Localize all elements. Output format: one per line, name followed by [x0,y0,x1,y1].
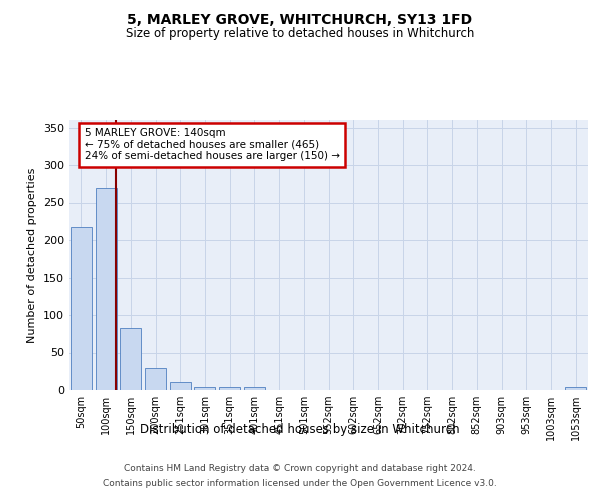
Text: Contains HM Land Registry data © Crown copyright and database right 2024.: Contains HM Land Registry data © Crown c… [124,464,476,473]
Text: 5 MARLEY GROVE: 140sqm
← 75% of detached houses are smaller (465)
24% of semi-de: 5 MARLEY GROVE: 140sqm ← 75% of detached… [85,128,340,162]
Bar [170,382,191,390]
Bar [219,387,240,390]
Bar [145,368,166,390]
Bar [71,226,92,390]
Bar [95,188,116,390]
Bar [565,387,586,390]
Bar [244,387,265,390]
Text: Size of property relative to detached houses in Whitchurch: Size of property relative to detached ho… [126,28,474,40]
Text: 5, MARLEY GROVE, WHITCHURCH, SY13 1FD: 5, MARLEY GROVE, WHITCHURCH, SY13 1FD [127,12,473,26]
Text: Distribution of detached houses by size in Whitchurch: Distribution of detached houses by size … [140,422,460,436]
Y-axis label: Number of detached properties: Number of detached properties [28,168,37,342]
Bar [120,328,141,390]
Text: Contains public sector information licensed under the Open Government Licence v3: Contains public sector information licen… [103,479,497,488]
Bar [194,387,215,390]
